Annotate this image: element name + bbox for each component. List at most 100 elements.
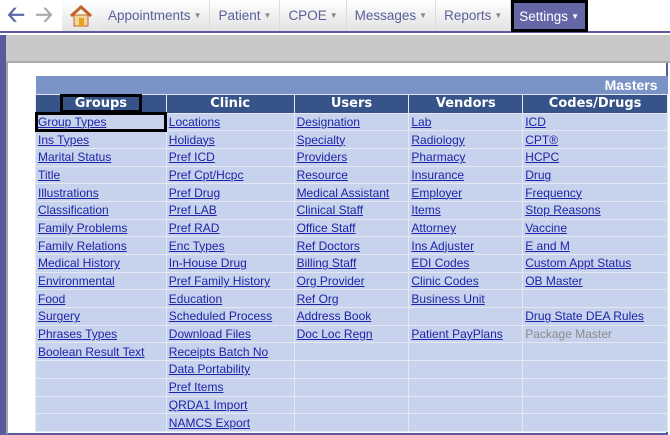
link-items[interactable]: Items (411, 203, 441, 218)
link-family-problems[interactable]: Family Problems (38, 220, 128, 235)
link-ins-adjuster[interactable]: Ins Adjuster (411, 238, 475, 253)
link-org-provider[interactable]: Org Provider (296, 274, 365, 289)
link-namcs-export[interactable]: NAMCS Export (168, 415, 251, 430)
link-data-portability[interactable]: Data Portability (168, 362, 251, 377)
link-drug-state-dea-rules[interactable]: Drug State DEA Rules (525, 309, 644, 324)
link-designation[interactable]: Designation (296, 114, 360, 129)
link-education[interactable]: Education (168, 291, 223, 306)
link-scheduled-process[interactable]: Scheduled Process (168, 309, 273, 324)
table-cell (408, 377, 524, 397)
menu-messages[interactable]: Messages ▼ (346, 0, 437, 31)
table-cell: Marital Status (35, 147, 167, 167)
back-arrow-icon[interactable]: 🡠 (7, 1, 25, 27)
link-qrda1-import[interactable]: QRDA1 Import (168, 397, 248, 412)
link-family-relations[interactable]: Family Relations (38, 238, 127, 253)
link-download-files[interactable]: Download Files (168, 327, 251, 342)
link-drug[interactable]: Drug (525, 167, 552, 182)
link-insurance[interactable]: Insurance (411, 167, 465, 182)
link-pharmacy[interactable]: Pharmacy (411, 150, 466, 165)
link-receipts-batch-no[interactable]: Receipts Batch No (168, 344, 269, 359)
table-cell: Office Staff (293, 218, 410, 238)
link-radiology[interactable]: Radiology (411, 132, 465, 147)
table-cell: Title (35, 165, 167, 185)
link-ob-master[interactable]: OB Master (525, 274, 583, 289)
column-header-label: Codes/Drugs (548, 96, 642, 111)
table-cell (293, 413, 410, 432)
link-patient-payplans[interactable]: Patient PayPlans (411, 327, 503, 342)
menu-label: Reports (444, 8, 492, 23)
link-marital-status[interactable]: Marital Status (38, 150, 112, 165)
table-cell: EDI Codes (408, 254, 524, 273)
link-providers[interactable]: Providers (296, 150, 348, 165)
table-cell: Providers (293, 147, 410, 167)
menu-reports[interactable]: Reports ▼ (436, 0, 512, 31)
link-environmental[interactable]: Environmental (38, 274, 115, 289)
column-header-clinic: Clinic (165, 93, 295, 114)
table-cell: Enc Types (165, 236, 295, 255)
menu-patient[interactable]: Patient ▼ (210, 0, 281, 31)
table-cell (408, 342, 524, 362)
link-medical-history[interactable]: Medical History (38, 256, 121, 271)
link-pref-lab[interactable]: Pref LAB (168, 203, 217, 218)
link-group-types[interactable]: Group Types (38, 114, 107, 129)
top-nav: 🡠 🡢 Appointments ▼ Patient ▼ CPOE ▼ Messages ▼ R… (0, 0, 670, 33)
link-enc-types[interactable]: Enc Types (168, 238, 225, 253)
link-address-book[interactable]: Address Book (296, 309, 372, 324)
link-employer[interactable]: Employer (411, 185, 463, 200)
left-edge (0, 35, 6, 435)
table-row: Illustrations Pref Drug Medical Assistant E… (35, 183, 668, 202)
link-locations[interactable]: Locations (168, 114, 221, 129)
link-hcpc[interactable]: HCPC (525, 150, 560, 165)
caret-down-icon: ▼ (193, 11, 202, 20)
menu-label: Appointments (108, 8, 191, 23)
link-billing-staff[interactable]: Billing Staff (296, 256, 357, 271)
link-attorney[interactable]: Attorney (411, 220, 457, 235)
link-clinic-codes[interactable]: Clinic Codes (411, 274, 479, 289)
link-pref-rad[interactable]: Pref RAD (168, 220, 220, 235)
link-ref-doctors[interactable]: Ref Doctors (296, 238, 360, 253)
menu-label: Settings (519, 8, 569, 24)
link-resource[interactable]: Resource (296, 167, 348, 182)
link-doc-loc-regn[interactable]: Doc Loc Regn (296, 327, 373, 342)
menu-settings[interactable]: Settings ▼ (511, 0, 588, 32)
link-pref-drug[interactable]: Pref Drug (168, 185, 221, 200)
link-holidays[interactable]: Holidays (168, 132, 215, 147)
link-illustrations[interactable]: Illustrations (38, 185, 99, 200)
menu-cpoe[interactable]: CPOE ▼ (280, 0, 347, 31)
link-pref-cpt-hcpc[interactable]: Pref Cpt/Hcpc (168, 167, 244, 182)
link-clinical-staff[interactable]: Clinical Staff (296, 203, 364, 218)
menu-appointments[interactable]: Appointments ▼ (100, 0, 211, 31)
table-row: Family Problems Pref RAD Office Staff Attor… (35, 218, 668, 238)
link-stop-reasons[interactable]: Stop Reasons (525, 203, 601, 218)
link-office-staff[interactable]: Office Staff (296, 220, 356, 235)
link-in-house-drug[interactable]: In-House Drug (168, 256, 247, 271)
link-custom-appt-status[interactable]: Custom Appt Status (525, 256, 632, 271)
table-cell: Pref RAD (165, 218, 295, 238)
link-pref-icd[interactable]: Pref ICD (168, 150, 215, 165)
link-frequency[interactable]: Frequency (525, 185, 582, 200)
link-medical-assistant[interactable]: Medical Assistant (296, 185, 390, 200)
link-lab[interactable]: Lab (411, 114, 432, 129)
link-e-and-m[interactable]: E and M (525, 238, 570, 253)
link-pref-family-history[interactable]: Pref Family History (168, 274, 271, 289)
table-cell: Pref Cpt/Hcpc (165, 165, 295, 185)
link-icd[interactable]: ICD (525, 114, 546, 129)
table-cell: Surgery (35, 307, 167, 326)
link-boolean-result-text[interactable]: Boolean Result Text (38, 344, 145, 359)
link-vaccine[interactable]: Vaccine (525, 220, 567, 235)
table-cell (408, 360, 524, 379)
link-business-unit[interactable]: Business Unit (411, 291, 485, 306)
link-ref-org[interactable]: Ref Org (296, 291, 339, 306)
link-title[interactable]: Title (38, 167, 61, 182)
link-cpt[interactable]: CPT® (525, 132, 559, 147)
link-phrases-types[interactable]: Phrases Types (38, 327, 118, 342)
link-surgery[interactable]: Surgery (38, 309, 81, 324)
link-pref-items[interactable]: Pref Items (168, 380, 224, 395)
home-button[interactable] (62, 0, 100, 31)
link-edi-codes[interactable]: EDI Codes (411, 256, 470, 271)
forward-arrow-icon[interactable]: 🡢 (35, 1, 53, 27)
link-food[interactable]: Food (38, 291, 66, 306)
link-classification[interactable]: Classification (38, 203, 109, 218)
link-specialty[interactable]: Specialty (296, 132, 346, 147)
link-ins-types[interactable]: Ins Types (38, 132, 90, 147)
